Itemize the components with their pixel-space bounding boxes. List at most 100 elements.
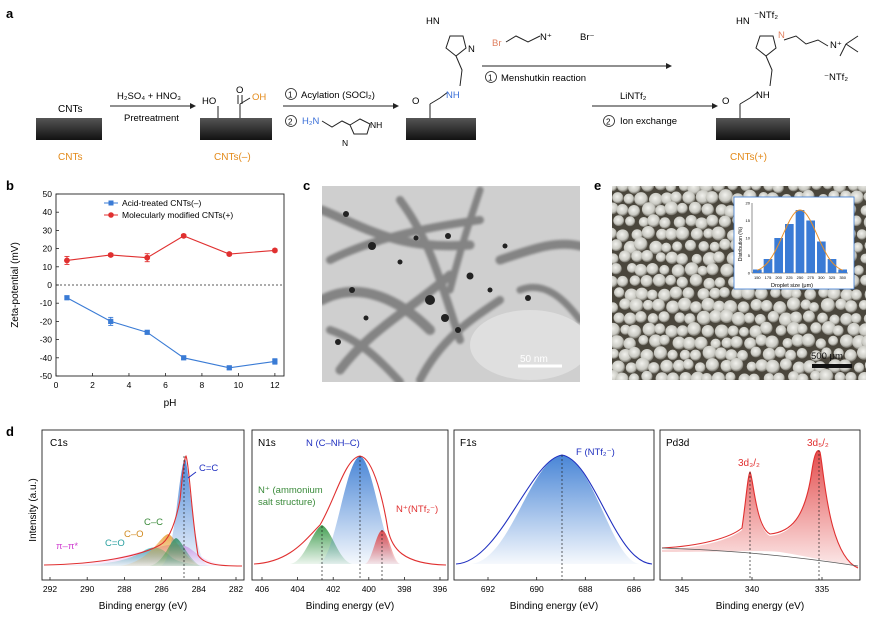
n1s-ntf2-peak [365,530,400,564]
droplet [647,313,659,324]
droplet [634,192,648,206]
droplet [834,372,846,380]
droplet [676,253,689,266]
n1s-label-nch: N (C–NH–C) [306,438,360,449]
droplet [672,241,683,252]
final-structure [739,35,859,118]
c1s-label-c-eq-o: C=O [105,538,125,549]
droplet [654,323,666,335]
c1s-label-c-c: C–C [144,517,163,528]
x-tick-label: 10 [234,380,244,390]
acid-groups-bonds [217,95,251,118]
droplet [737,301,750,314]
droplet [689,349,702,361]
data-point-square [272,358,278,365]
droplet [719,309,734,324]
n1s-xlabel: Binding energy (eV) [306,601,394,612]
c1s-envelope [43,455,243,567]
droplet [860,205,866,216]
droplet [750,346,762,358]
c1s-label-cc-double: C=C [199,463,218,474]
xps-x-tick-label: 396 [433,584,447,594]
xps-x-tick-label: 400 [362,584,376,594]
droplet [628,186,641,194]
panel-d: d Intensity (a.u.) C1s C=C C–C C–O C=O π… [6,424,861,612]
droplet [800,299,812,310]
droplet [612,192,624,204]
x-tick-label: 8 [200,380,205,390]
chart-b-yaxis: -50 -40 -30 -20 -10 0 10 20 30 40 50 [40,189,59,381]
panel-e-letter: e [594,178,601,193]
xps-x-tick-label: 686 [627,584,641,594]
pd3d-peaks [662,450,858,568]
xps-x-tick-label: 688 [578,584,592,594]
droplet [623,337,636,351]
droplet [858,323,866,338]
step3-text-1: Menshutkin reaction [501,73,586,84]
x-tick-label: 6 [163,380,168,390]
droplet [773,301,787,315]
droplet [802,310,816,323]
droplet [703,277,716,290]
droplet [738,373,751,380]
droplet [612,302,619,314]
droplet [694,362,706,373]
droplet-scalebar-label: 500 μm [811,351,843,362]
step2-circle-1 [285,88,297,100]
droplet [739,326,750,337]
final-o: O [722,96,729,107]
droplet [616,203,629,216]
chart-b-series [64,232,278,371]
amide-structure [429,35,467,118]
inset-x-tick-label: 300 [818,275,825,280]
c1s-cc-double-peak [160,458,210,566]
droplet [744,337,757,350]
droplet [864,241,866,250]
droplet [612,239,623,252]
n1s-label-nplus-2: salt structure) [258,497,316,508]
xps-x-tick-label: 282 [229,584,243,594]
xps-ylabel: Intensity (a.u.) [28,478,39,541]
step3-circle-1 [485,71,497,83]
droplet [860,274,866,286]
f1s-label: F (NTf₂⁻) [576,447,615,458]
droplet [628,373,640,380]
droplet [709,309,723,324]
pd3d-frame [659,429,861,581]
droplet [664,201,679,216]
droplet [796,373,809,380]
droplet [720,359,733,373]
droplet [719,287,730,298]
inset-bar [827,259,837,273]
droplet [688,201,702,215]
cnt-surface-amide [406,118,476,140]
droplet [635,311,647,323]
arrowhead-pretreatment [190,103,196,109]
droplet [818,368,834,380]
droplet [853,362,865,373]
step2-text-1: Acylation (SOCl₂) [301,90,375,101]
droplet [743,312,755,324]
droplet [612,275,618,288]
droplet [672,359,686,373]
droplet [863,217,866,228]
droplet [623,312,637,325]
droplet [701,203,714,216]
inset-bar [763,259,773,273]
droplet [631,250,643,263]
droplet [763,186,775,192]
pd3d-title: Pd3d [666,438,689,449]
droplet [774,346,786,358]
pd3d-label-52: 3d₅/₂ [807,438,829,449]
histamine-structure [321,118,371,135]
droplet [822,186,833,190]
final-nh: NH [756,90,770,101]
droplet [811,186,822,191]
xps-x-tick-label: 284 [192,584,206,594]
histamine-nh: NH [370,120,382,130]
y-tick-label: 40 [43,207,53,217]
droplet [725,372,736,380]
data-point-circle [107,252,114,258]
inset-xlabel: Droplet size (μm) [771,283,813,289]
droplet [612,322,621,338]
